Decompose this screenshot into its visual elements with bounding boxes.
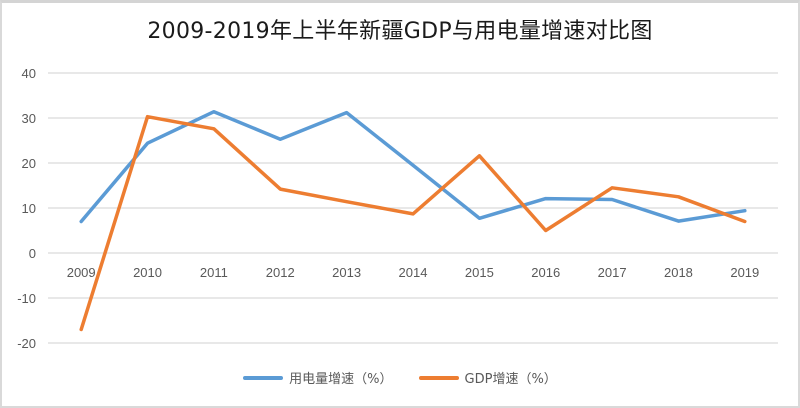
legend-label-gdp: GDP增速（%） xyxy=(465,368,557,387)
x-tick-label: 2018 xyxy=(664,265,693,280)
y-axis-ticks: 40 30 20 10 0 -10 -20 xyxy=(17,66,36,351)
x-tick-label: 2010 xyxy=(133,265,162,280)
legend-swatch-electricity xyxy=(243,376,283,380)
x-tick-label: 2012 xyxy=(266,265,295,280)
x-tick-label: 2015 xyxy=(465,265,494,280)
y-tick-label: 10 xyxy=(22,201,36,216)
series-line-electricity xyxy=(81,112,745,222)
legend-swatch-gdp xyxy=(419,376,459,380)
y-tick-label: 0 xyxy=(29,246,36,261)
x-tick-label: 2019 xyxy=(730,265,759,280)
series-lines xyxy=(81,112,745,330)
y-tick-label: 20 xyxy=(22,156,36,171)
x-tick-label: 2016 xyxy=(531,265,560,280)
legend-item-electricity: 用电量增速（%） xyxy=(243,368,392,387)
x-axis-ticks: 2009 2010 2011 2012 2013 2014 2015 2016 2017 2018… xyxy=(67,265,760,280)
y-tick-label: -20 xyxy=(17,336,36,351)
x-tick-label: 2014 xyxy=(399,265,428,280)
x-tick-label: 2009 xyxy=(67,265,96,280)
legend-item-gdp: GDP增速（%） xyxy=(419,368,557,387)
legend-label-electricity: 用电量增速（%） xyxy=(289,368,392,387)
x-tick-label: 2011 xyxy=(200,265,228,280)
gridlines xyxy=(48,73,778,343)
y-tick-label: 30 xyxy=(22,111,36,126)
y-tick-label: -10 xyxy=(17,291,36,306)
legend: 用电量增速（%） GDP增速（%） xyxy=(0,368,800,387)
x-tick-label: 2013 xyxy=(332,265,361,280)
x-tick-label: 2017 xyxy=(598,265,627,280)
y-tick-label: 40 xyxy=(22,66,36,81)
